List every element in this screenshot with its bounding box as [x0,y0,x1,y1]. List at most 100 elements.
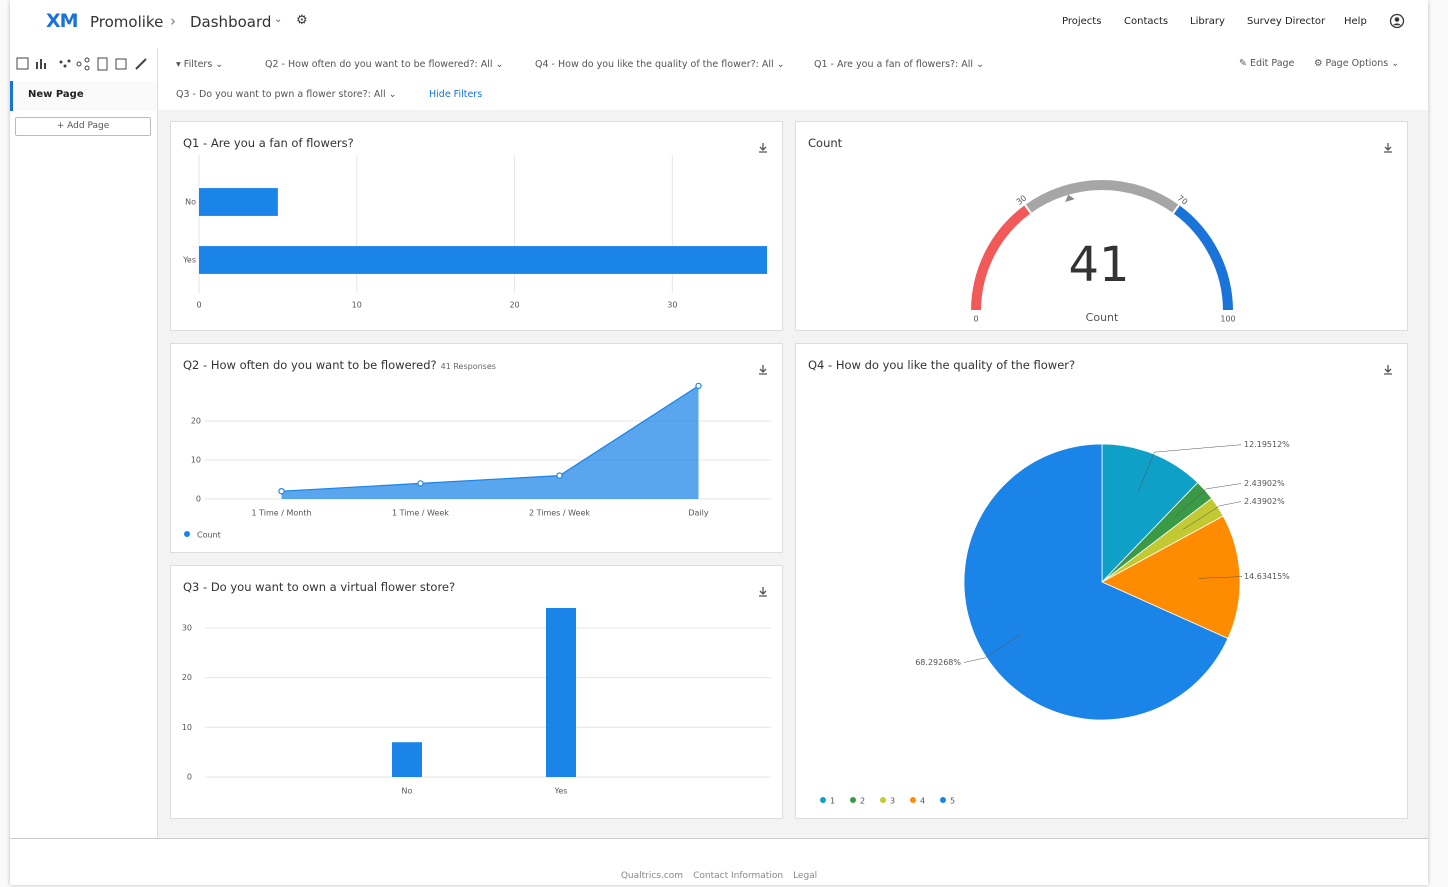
brand[interactable]: Promolike [90,13,164,31]
filters-label: Filters [183,59,213,70]
legend-label: 1 [830,797,835,806]
filter-item[interactable]: Q3 - Do you want to pwn a flower store?:… [176,89,397,100]
add-page-button[interactable]: + Add Page [15,117,151,136]
nav-link[interactable]: Contacts [1124,16,1169,27]
gauge-marker [1065,194,1075,202]
sidebar: New Page + Add Page [10,48,158,838]
nav-link[interactable]: Help [1344,16,1367,27]
gauge-label: Count [1086,311,1119,324]
leader-line [1182,501,1242,530]
bar [392,742,422,777]
page-title[interactable]: Dashboard [190,13,272,31]
title-text: Q2 - How often do you want to be flowere… [183,358,437,372]
chart: 0 10 20 30 No Yes [182,608,771,796]
widget: Q3 - Do you want to own a virtual flower… [170,565,783,819]
nav-link[interactable]: Library [1190,16,1225,27]
area [281,385,699,499]
point [417,480,424,487]
widget-subtitle: 41 Responses [440,362,496,371]
line [281,385,699,492]
gauge-tick-label: 0 [973,315,978,324]
dropdown-caret[interactable]: ⌄ [274,14,283,25]
download-icon[interactable] [758,138,768,157]
legend-marker [910,797,916,803]
nav-link[interactable]: Survey Director [1247,16,1326,27]
x-tick-label: 2 Times / Week [529,509,590,518]
download-glyph [759,143,767,153]
bar [199,246,767,274]
footer-link[interactable]: Legal [793,871,818,881]
edit-page[interactable]: ✎ Edit Page [1239,58,1295,69]
legend-marker [940,797,946,803]
download-glyph [759,365,767,375]
x-tick-label: 0 [196,301,201,310]
widget-title: Q1 - Are you a fan of flowers? [183,136,354,150]
x-tick-label: Daily [688,509,709,518]
breadcrumb-separator: › [170,12,176,30]
y-tick-label: No [185,198,196,207]
legend-label: 5 [950,797,955,806]
leader-line [1137,444,1242,493]
download-icon[interactable] [758,360,768,379]
legend-marker [820,797,826,803]
filter-text: Q3 - Do you want to pwn a flower store?:… [176,89,386,100]
hide-filters[interactable]: Hide Filters [429,89,483,100]
footer-link[interactable]: Qualtrics.com [620,871,684,881]
page-options-label: Page Options [1325,58,1389,69]
widget-title: Count [808,136,843,150]
widget: Q1 - Are you a fan of flowers? 0 10 20 30 No… [170,121,783,331]
y-tick-label: 20 [191,417,201,426]
legend-label: 3 [890,797,895,806]
x-tick-label: 1 Time / Month [251,509,311,518]
filter-text: Q2 - How often do you want to be flowere… [265,59,493,70]
x-tick-label: 1 Time / Week [392,509,449,518]
legend-marker [880,797,886,803]
legend-label: Count [197,531,221,540]
download-glyph [759,587,767,597]
y-tick-label: 0 [196,495,201,504]
legend-marker [850,797,856,803]
y-tick-label: Yes [182,256,196,265]
logo[interactable]: XM [46,10,79,32]
legend-label: 4 [920,797,925,806]
download-icon[interactable] [1383,360,1393,379]
x-tick-label: 20 [509,301,519,310]
page-options[interactable]: ⚙ Page Options ⌄ [1314,58,1400,69]
y-tick-label: 10 [191,456,201,465]
data-label: 68.29268% [915,658,961,667]
point [278,487,285,495]
y-tick-label: 10 [182,723,192,732]
account-icon[interactable] [1389,13,1405,29]
download-icon[interactable] [1383,138,1393,157]
download-icon[interactable] [758,582,768,601]
footer-link[interactable]: Contact Information [693,871,784,881]
gauge-value: 41 [1068,237,1129,293]
y-tick-label: 20 [182,673,192,682]
data-label: 14.63415% [1244,572,1290,581]
leader-line [1173,483,1242,518]
filter-item[interactable]: Q2 - How often do you want to be flowere… [265,59,504,70]
filter-text: Q4 - How do you like the quality of the … [535,59,774,70]
nav-link[interactable]: Projects [1062,16,1102,27]
data-label: 2.43902% [1244,497,1285,506]
filter-item[interactable]: Q4 - How do you like the quality of the … [535,59,785,70]
chart: 0 10 20 30 No Yes [182,155,767,310]
download-glyph [1384,143,1392,153]
widget: Count 0 30 70 100 41 Count [795,121,1408,331]
download-glyph [1384,365,1392,375]
gauge-band [1173,205,1233,312]
active-page[interactable] [10,81,157,111]
gauge-tick-label: 100 [1220,315,1235,324]
widget: Q4 - How do you like the quality of the … [795,343,1408,819]
gauge-band [1025,180,1179,214]
x-tick-label: 10 [352,301,362,310]
y-tick-label: 0 [187,773,192,782]
widget-toolbar[interactable] [16,57,152,71]
widget-title: Q3 - Do you want to own a virtual flower… [183,580,456,594]
filter-toggle[interactable]: ▾ Filters ⌄ [176,59,224,70]
page-link[interactable]: New Page [28,89,84,100]
settings-icon[interactable]: ⚙ [296,13,308,28]
filter-item[interactable]: Q1 - Are you a fan of flowers?: All ⌄ [814,59,985,70]
